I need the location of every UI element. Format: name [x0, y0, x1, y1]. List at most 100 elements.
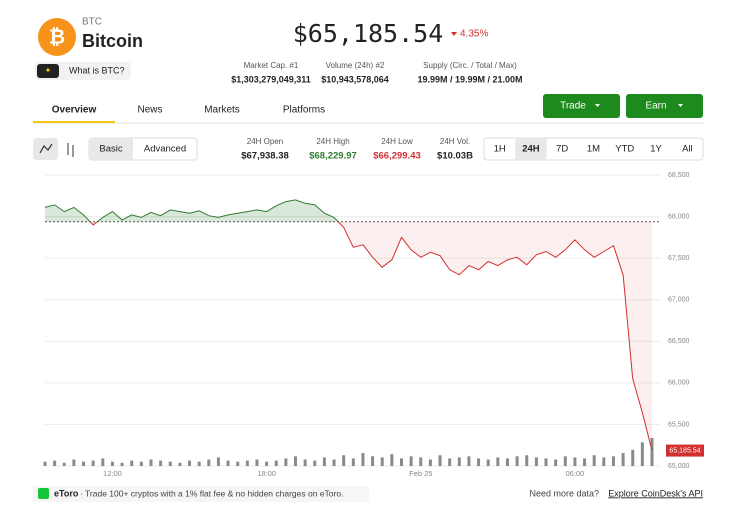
volume-bar — [611, 456, 615, 466]
volume-bar — [62, 462, 66, 466]
day-stat-value: $66,299.43 — [373, 151, 421, 162]
range-option[interactable]: 1M — [587, 144, 600, 155]
x-tick-label: 12:00 — [103, 469, 122, 478]
volume-bar — [197, 461, 201, 466]
range-option[interactable]: 1H — [494, 144, 506, 155]
y-tick-label: 67,500 — [668, 255, 690, 262]
day-stat-label: 24H Vol. — [440, 137, 470, 146]
volume-bar — [631, 449, 635, 466]
nav-tab[interactable]: Platforms — [283, 105, 325, 116]
data-prompt: Need more data? — [529, 488, 599, 498]
volume-bar — [294, 456, 298, 466]
volume-bar — [284, 458, 288, 466]
symbol: BTC — [82, 17, 102, 28]
volume-bar — [467, 456, 471, 466]
day-stat-value: $68,229.97 — [309, 151, 357, 162]
volume-bar — [159, 460, 163, 466]
volume-bar — [188, 460, 192, 466]
volume-bar — [265, 461, 269, 466]
volume-bar — [149, 459, 153, 466]
range-option[interactable]: 1Y — [650, 144, 662, 155]
x-tick-label: Feb 25 — [409, 469, 432, 478]
range-option[interactable]: 24H — [522, 144, 540, 155]
range-option[interactable]: 7D — [556, 144, 568, 155]
volume-bar — [371, 456, 375, 466]
stat-value: 19.99M / 19.99M / 21.00M — [417, 74, 522, 84]
volume-bar — [274, 460, 278, 466]
volume-bar — [216, 457, 220, 466]
range-option[interactable]: All — [682, 144, 693, 155]
change: 4.35% — [460, 29, 488, 40]
nav-tab[interactable]: Overview — [52, 105, 97, 116]
stat-value: $10,943,578,064 — [321, 74, 389, 84]
tab-underline — [33, 121, 115, 123]
y-tick-label: 65,500 — [668, 421, 690, 428]
ad-logo — [38, 488, 49, 499]
y-tick-label: 68,500 — [668, 172, 690, 179]
volume-bar — [525, 455, 529, 466]
volume-bar — [544, 458, 548, 466]
line-icon — [39, 143, 53, 154]
about-icon — [37, 64, 59, 78]
view-option[interactable]: Advanced — [144, 144, 186, 155]
ad-text: · Trade 100+ cryptos with a 1% flat fee … — [80, 488, 343, 498]
price-area-up — [45, 199, 339, 222]
volume-bar — [496, 457, 500, 466]
volume-bar — [82, 461, 86, 466]
y-tick-label: 65,000 — [668, 463, 690, 470]
range-option[interactable]: YTD — [615, 144, 634, 155]
volume-bar — [207, 459, 211, 466]
volume-bar — [120, 462, 124, 466]
api-link[interactable]: Explore CoinDesk's API — [608, 488, 703, 498]
coin-name: Bitcoin — [82, 31, 143, 51]
volume-bar — [554, 459, 558, 466]
day-stat-label: 24H Low — [381, 137, 413, 146]
price: $65,185.54 — [293, 19, 444, 48]
change-arrow — [451, 32, 457, 36]
x-tick-label: 18:00 — [257, 469, 276, 478]
chart-mode-line[interactable] — [33, 138, 58, 160]
nav-tab[interactable]: Markets — [204, 105, 240, 116]
volume-bar — [322, 457, 326, 466]
volume-bar — [236, 461, 240, 466]
volume-bar — [380, 457, 384, 466]
volume-bar — [351, 458, 355, 466]
volume-bar — [573, 457, 577, 466]
about-badge[interactable] — [35, 62, 131, 80]
price-tag-label: 65,185.54 — [669, 447, 700, 454]
volume-bar — [178, 462, 182, 466]
view-option[interactable]: Basic — [99, 144, 122, 155]
nav-tab[interactable]: News — [137, 105, 162, 116]
volume-bar — [409, 456, 413, 466]
stat-label: Market Cap. #1 — [244, 61, 299, 70]
volume-bar — [332, 459, 336, 466]
volume-bar — [303, 459, 307, 466]
volume-bar — [428, 459, 432, 466]
range-selected — [515, 138, 547, 160]
volume-bar — [91, 460, 95, 466]
action-button-label[interactable]: Trade — [560, 101, 586, 112]
chart-mode-candle[interactable] — [58, 138, 83, 160]
volume-bar — [72, 459, 76, 466]
price-line-down — [89, 221, 653, 451]
volume-bar — [583, 458, 587, 466]
ad-banner[interactable] — [33, 486, 369, 502]
stat-value: $1,303,279,049,311 — [231, 74, 311, 84]
action-button-label[interactable]: Earn — [645, 101, 666, 112]
btc-logo — [38, 18, 76, 56]
volume-bar — [101, 458, 105, 466]
volume-bar — [602, 457, 606, 466]
volume-bar — [592, 455, 596, 466]
about-text[interactable]: What is BTC? — [69, 65, 125, 75]
price-area-down — [45, 221, 652, 451]
volume-bar — [534, 457, 538, 466]
volume-bar — [53, 460, 57, 466]
volume-bar — [313, 460, 317, 466]
action-button[interactable] — [626, 94, 703, 118]
volume-bar — [139, 461, 143, 466]
stat-label: Volume (24h) #2 — [326, 61, 385, 70]
volume-bar — [168, 461, 172, 466]
price-line-up — [44, 199, 339, 222]
price-tag — [666, 444, 704, 457]
action-button[interactable] — [543, 94, 620, 118]
